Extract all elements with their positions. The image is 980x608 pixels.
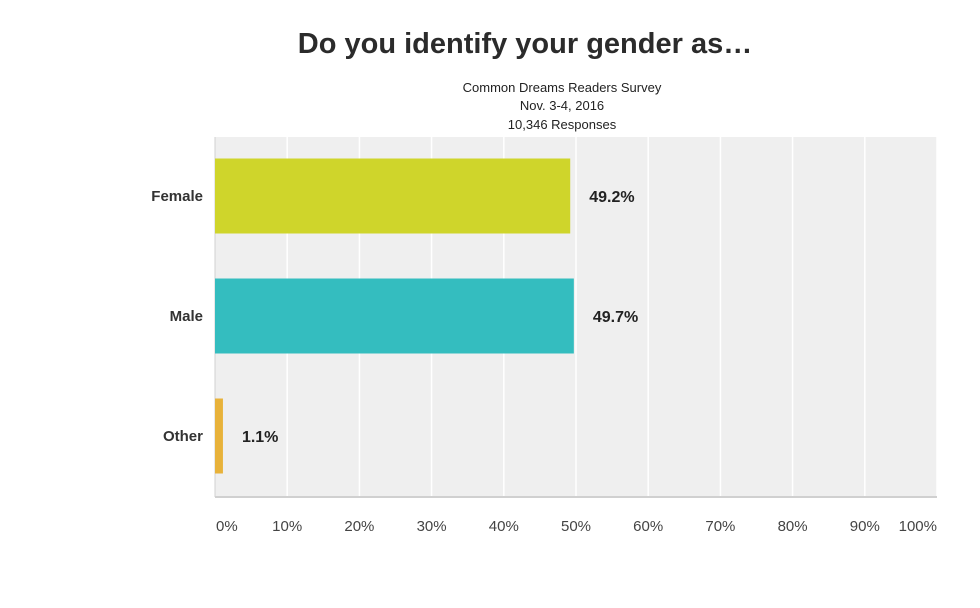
chart-subtitle-survey: Common Dreams Readers Survey <box>462 80 662 95</box>
x-tick-label-0: 0% <box>216 518 238 535</box>
x-tick-label-80: 80% <box>778 518 808 535</box>
bar-female <box>215 158 571 234</box>
category-label-male: Male <box>170 308 203 325</box>
x-tick-label-70: 70% <box>705 518 735 535</box>
x-tick-label-50: 50% <box>561 518 591 535</box>
category-label-female: Female <box>151 188 203 205</box>
data-label-female: 49.2% <box>589 189 634 206</box>
bar-other <box>215 398 223 474</box>
x-tick-label-30: 30% <box>417 518 447 535</box>
x-tick-label-10: 10% <box>272 518 302 535</box>
x-tick-label-90: 90% <box>850 518 880 535</box>
x-tick-label-20: 20% <box>344 518 374 535</box>
data-label-other: 1.1% <box>242 429 278 446</box>
category-label-other: Other <box>163 428 203 445</box>
chart-subtitle-responses: 10,346 Responses <box>507 117 617 132</box>
x-tick-label-60: 60% <box>633 518 663 535</box>
x-tick-label-100: 100% <box>899 518 937 535</box>
x-tick-label-40: 40% <box>489 518 519 535</box>
chart-title: Do you identify your gender as… <box>297 28 753 60</box>
data-label-male: 49.7% <box>593 309 638 326</box>
bar-male <box>215 278 574 354</box>
chart-subtitle-date: Nov. 3-4, 2016 <box>519 98 605 113</box>
